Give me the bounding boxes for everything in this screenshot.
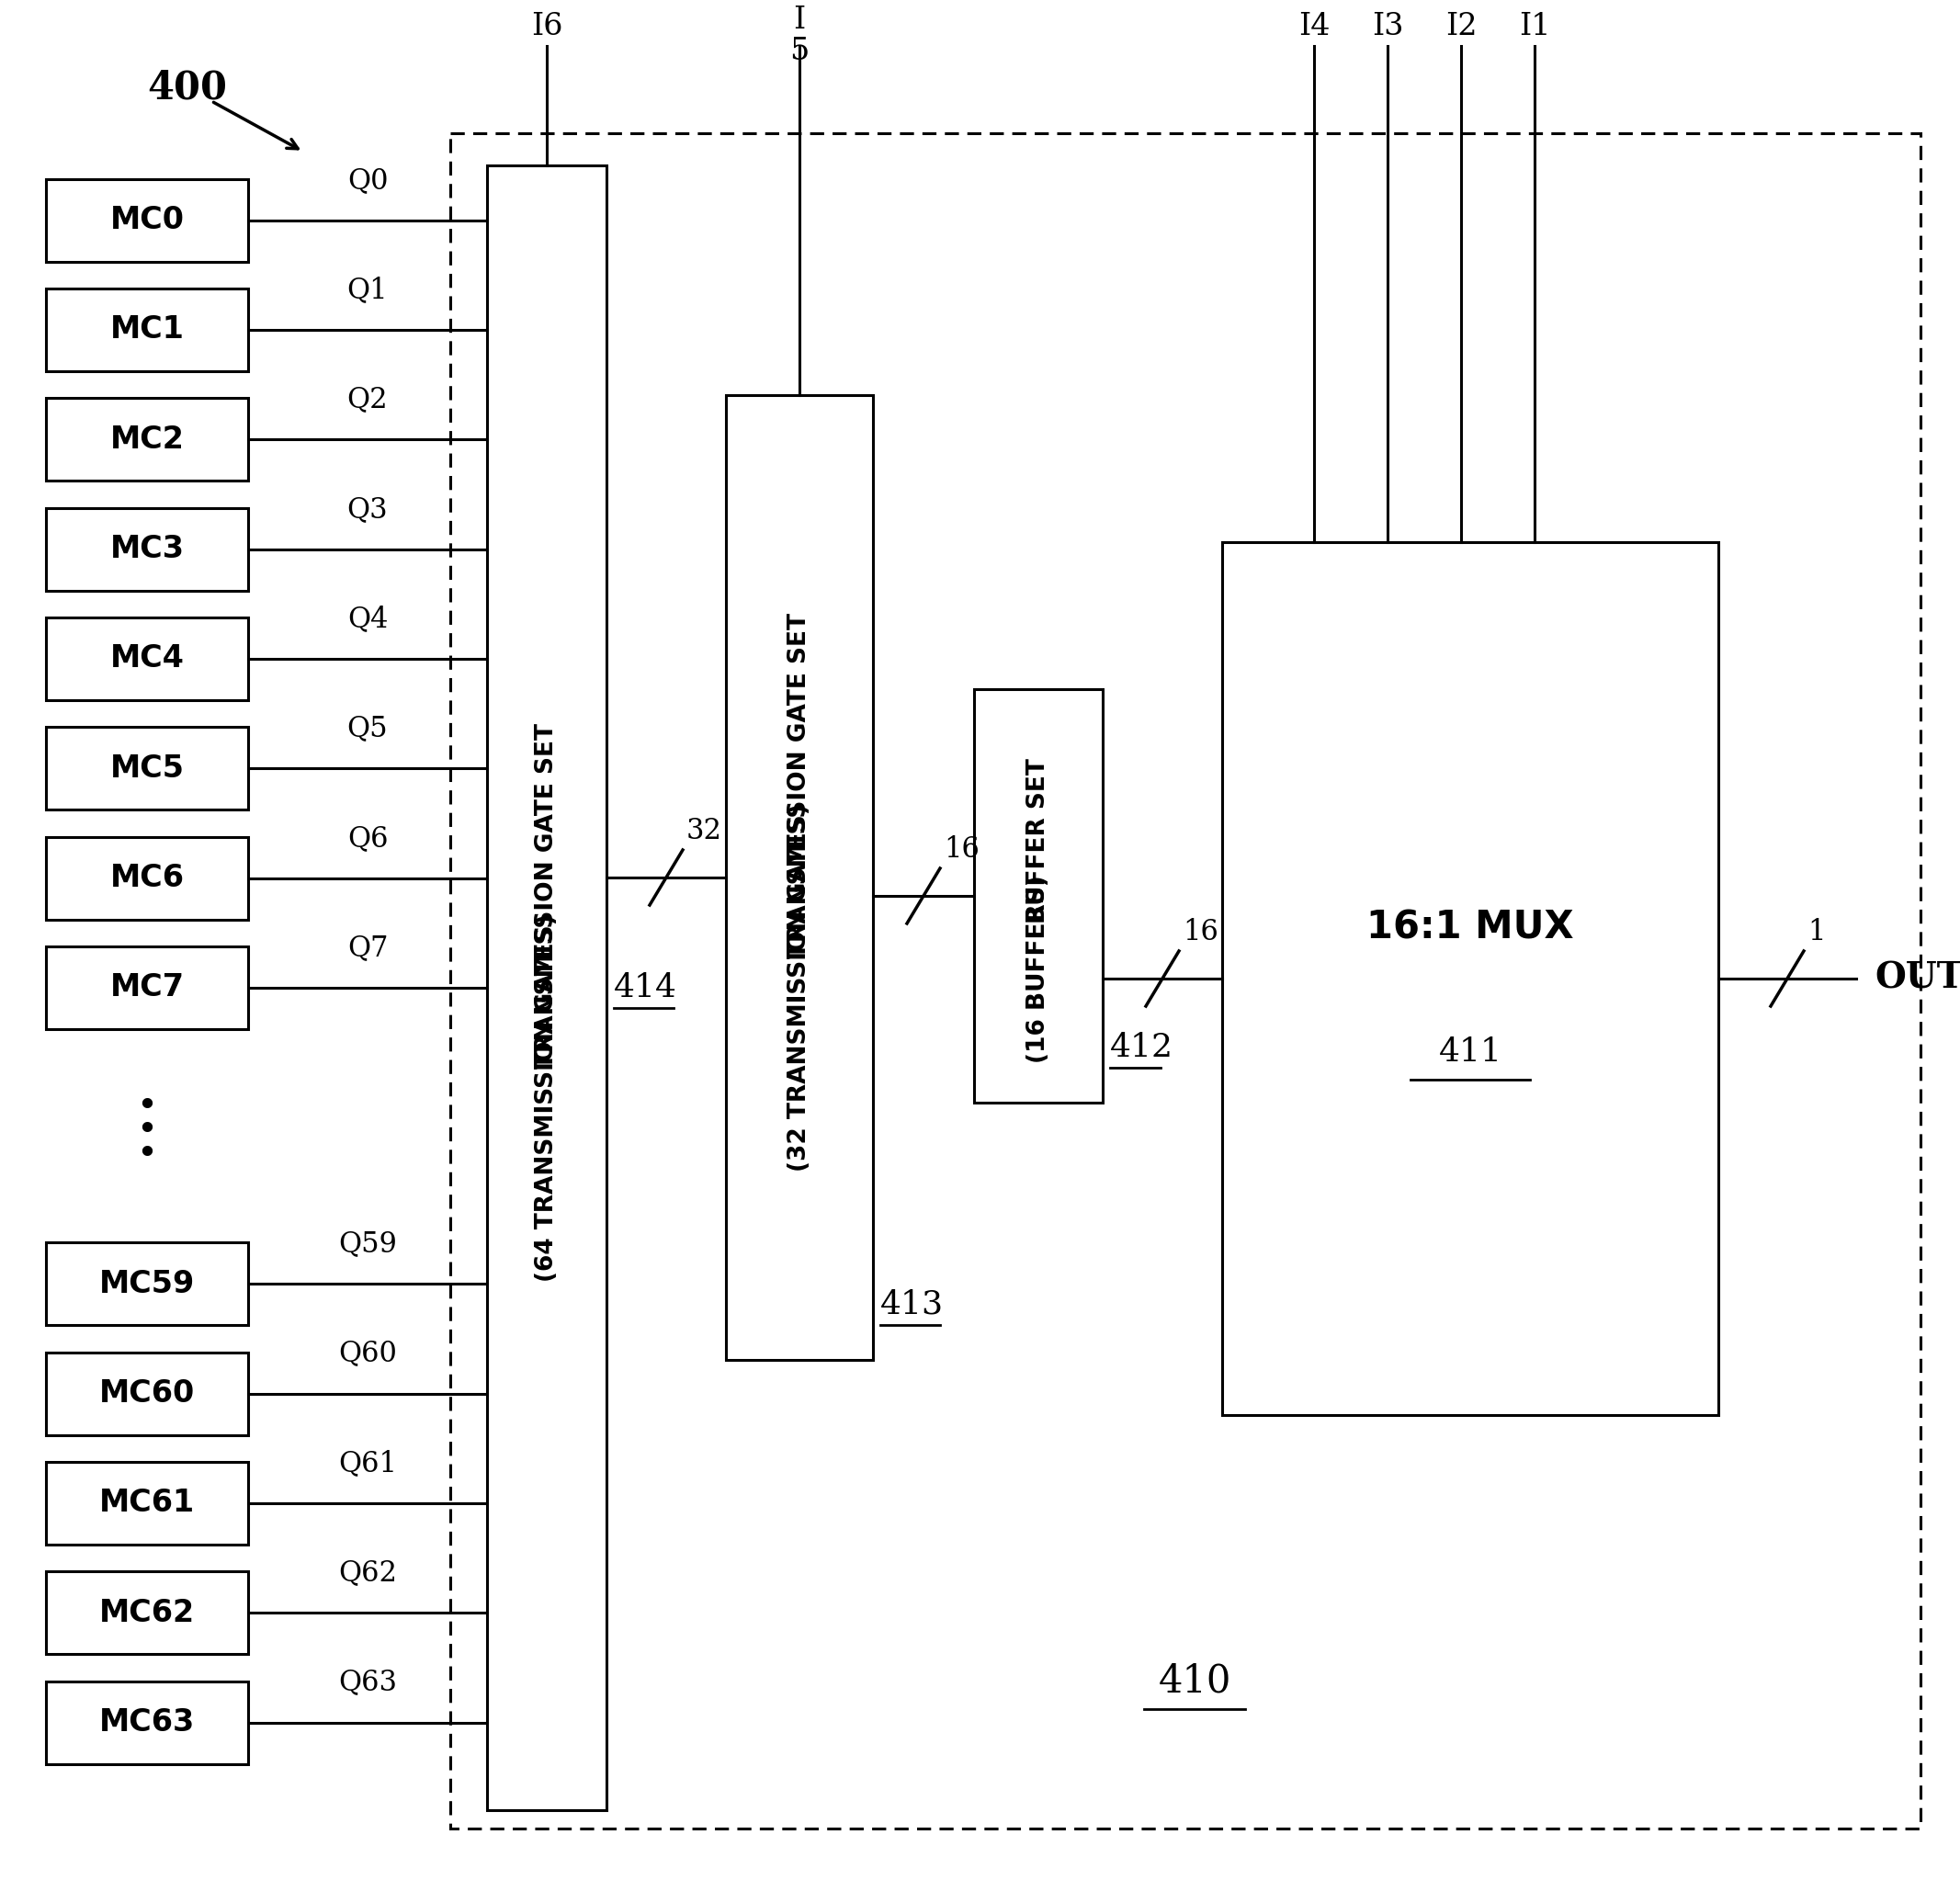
- Bar: [45, 1681, 249, 1764]
- Text: I4: I4: [1298, 11, 1329, 42]
- Bar: [1223, 543, 1719, 1414]
- Text: MC3: MC3: [110, 533, 184, 564]
- Text: 5: 5: [790, 36, 809, 66]
- Bar: [45, 1242, 249, 1326]
- Text: Q63: Q63: [339, 1668, 398, 1696]
- Bar: [45, 1462, 249, 1545]
- Text: MC1: MC1: [110, 314, 184, 344]
- Bar: [45, 180, 249, 261]
- Text: 413: 413: [880, 1290, 945, 1320]
- Text: MC60: MC60: [100, 1379, 194, 1409]
- Text: Q6: Q6: [347, 824, 388, 853]
- Text: TRANSMISSION GATE SET: TRANSMISSION GATE SET: [535, 722, 559, 1068]
- Bar: [974, 688, 1103, 1102]
- Text: 16: 16: [943, 836, 980, 864]
- Bar: [451, 132, 1921, 1829]
- Bar: [45, 1571, 249, 1655]
- Bar: [45, 946, 249, 1029]
- Text: TRANSMISSION GATE SET: TRANSMISSION GATE SET: [788, 613, 811, 959]
- Text: I1: I1: [1519, 11, 1550, 42]
- Bar: [45, 399, 249, 480]
- Text: Q2: Q2: [347, 386, 388, 414]
- Text: MC2: MC2: [110, 424, 184, 454]
- Text: MC61: MC61: [100, 1488, 194, 1518]
- Text: MC63: MC63: [100, 1708, 194, 1738]
- Text: 16:1 MUX: 16:1 MUX: [1366, 910, 1574, 947]
- Text: BUFFER SET: BUFFER SET: [1027, 758, 1051, 923]
- Text: (64 TRANSMISSION GATES): (64 TRANSMISSION GATES): [535, 913, 559, 1282]
- Text: I3: I3: [1372, 11, 1403, 42]
- Text: 414: 414: [613, 972, 678, 1004]
- Text: I6: I6: [531, 11, 563, 42]
- Text: MC5: MC5: [110, 753, 184, 783]
- Text: Q7: Q7: [347, 934, 388, 963]
- Bar: [486, 165, 606, 1810]
- Text: I: I: [794, 6, 806, 34]
- Text: 1: 1: [1807, 917, 1825, 946]
- Bar: [45, 1352, 249, 1435]
- Text: MC0: MC0: [110, 204, 184, 234]
- Bar: [45, 289, 249, 371]
- Text: 400: 400: [147, 68, 227, 106]
- Text: Q61: Q61: [339, 1449, 398, 1477]
- Text: Q5: Q5: [347, 715, 388, 743]
- Text: MC62: MC62: [100, 1598, 194, 1628]
- Text: 410: 410: [1158, 1662, 1231, 1700]
- Text: MC4: MC4: [110, 643, 184, 673]
- Text: 16: 16: [1182, 917, 1219, 946]
- Text: (32 TRANSMISSION GATES): (32 TRANSMISSION GATES): [788, 804, 811, 1172]
- Text: Q3: Q3: [347, 495, 388, 524]
- Text: MC6: MC6: [110, 862, 184, 893]
- Bar: [45, 618, 249, 700]
- Bar: [45, 838, 249, 919]
- Text: 32: 32: [686, 817, 721, 845]
- Text: 412: 412: [1109, 1032, 1174, 1063]
- Text: Q4: Q4: [347, 605, 388, 633]
- Text: MC59: MC59: [100, 1269, 194, 1299]
- Text: Q1: Q1: [347, 276, 388, 304]
- Text: I2: I2: [1445, 11, 1478, 42]
- Text: Q0: Q0: [347, 166, 388, 195]
- Text: •
•
•: • • •: [137, 1089, 157, 1172]
- Bar: [725, 395, 872, 1360]
- Bar: [45, 509, 249, 590]
- Text: Q60: Q60: [339, 1339, 398, 1367]
- Text: Q62: Q62: [339, 1558, 398, 1587]
- Text: 411: 411: [1439, 1036, 1501, 1068]
- Text: MC7: MC7: [110, 972, 184, 1002]
- Text: (16 BUFFERS): (16 BUFFERS): [1027, 876, 1051, 1063]
- Text: OUT: OUT: [1874, 961, 1960, 997]
- Text: Q59: Q59: [339, 1229, 398, 1258]
- Bar: [45, 728, 249, 809]
